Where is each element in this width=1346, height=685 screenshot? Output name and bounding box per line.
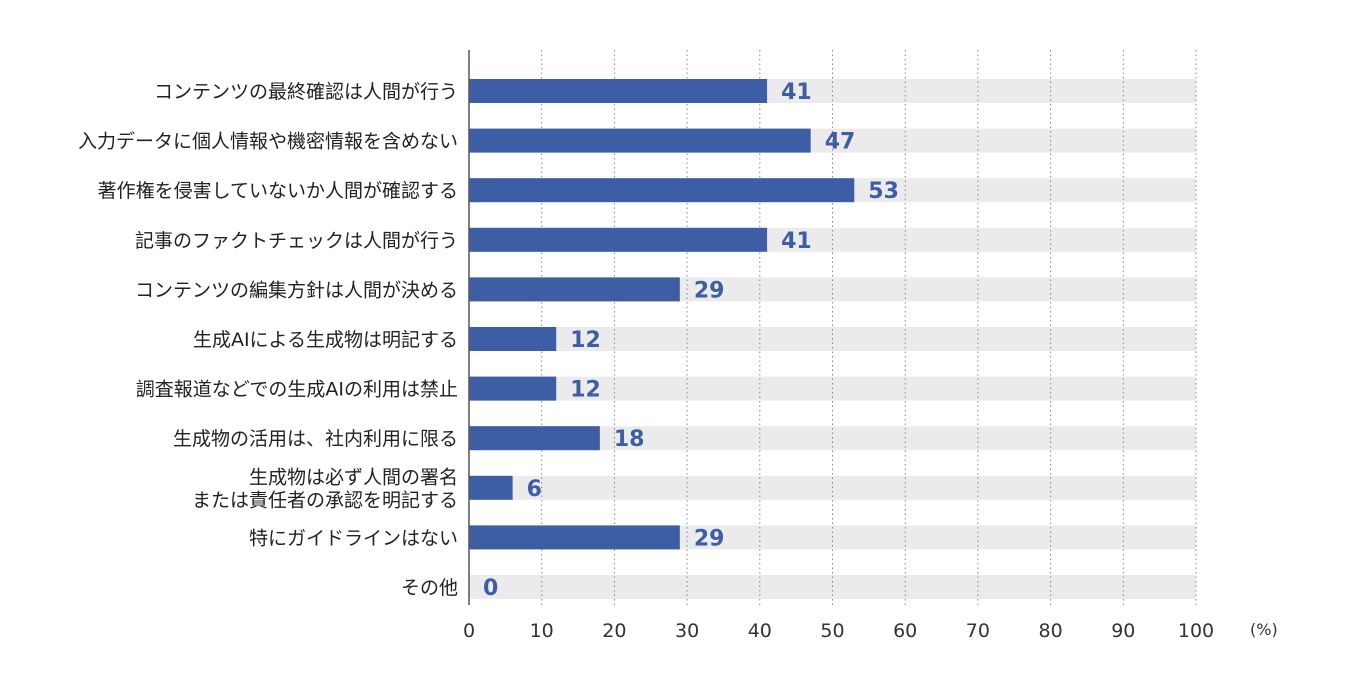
category-label: 生成AIによる生成物は明記する — [193, 329, 458, 351]
x-tick-label: 20 — [602, 620, 626, 642]
value-label: 6 — [527, 477, 542, 502]
value-labels: 41 47 53 41 29 12 12 18 6 29 0 — [483, 80, 899, 601]
category-label: 入力データに個人情報や機密情報を含めない — [78, 131, 458, 153]
x-tick-label: 30 — [675, 620, 699, 642]
x-tick-label: 50 — [820, 620, 844, 642]
x-tick-label: 40 — [748, 620, 772, 642]
bar — [469, 426, 600, 451]
category-label: 記事のファクトチェックは人間が行う — [135, 230, 458, 252]
category-label-line: コンテンツの最終確認は人間が行う — [154, 81, 458, 103]
x-tick-label: 80 — [1039, 620, 1063, 642]
value-label: 41 — [781, 229, 812, 254]
category-label: コンテンツの最終確認は人間が行う — [154, 81, 458, 103]
x-tick-label: 0 — [463, 620, 475, 642]
value-label: 53 — [868, 179, 899, 204]
x-tick-label: 70 — [966, 620, 990, 642]
category-label-line: 入力データに個人情報や機密情報を含めない — [78, 131, 458, 153]
category-label: コンテンツの編集方針は人間が決める — [135, 279, 458, 301]
bar — [469, 227, 768, 252]
category-label-line: 特にガイドラインはない — [249, 527, 458, 549]
category-label-line: 調査報道などでの生成AIの利用は禁止 — [136, 379, 458, 401]
category-label: 特にガイドラインはない — [249, 527, 458, 549]
category-label-line: 生成物は必ず人間の署名 — [249, 466, 458, 488]
value-label: 0 — [483, 576, 498, 601]
category-labels: コンテンツの最終確認は人間が行う入力データに個人情報や機密情報を含めない著作権を… — [78, 81, 458, 599]
x-axis-unit-label: (%) — [1250, 620, 1278, 639]
x-tick-label: 10 — [530, 620, 554, 642]
category-label: 著作権を侵害していないか人間が確認する — [98, 180, 458, 202]
x-tick-label: 90 — [1111, 620, 1135, 642]
category-label-line: 著作権を侵害していないか人間が確認する — [98, 180, 458, 202]
value-label: 47 — [825, 130, 856, 155]
bar — [469, 376, 557, 401]
category-label-line: 生成物の活用は、社内利用に限る — [173, 428, 458, 450]
category-label-line: 生成AIによる生成物は明記する — [193, 329, 458, 351]
value-label: 12 — [570, 328, 601, 353]
value-label: 12 — [570, 378, 601, 403]
category-label: 生成物の活用は、社内利用に限る — [173, 428, 458, 450]
bar — [469, 178, 855, 203]
value-label: 29 — [694, 278, 725, 303]
x-axis-tick-labels: 0 10 20 30 40 50 60 70 80 90 100 — [463, 620, 1214, 642]
category-label-line: または責任者の承認を明記する — [192, 489, 458, 511]
category-label: 調査報道などでの生成AIの利用は禁止 — [136, 379, 458, 401]
x-tick-label: 100 — [1178, 620, 1214, 642]
value-label: 41 — [781, 80, 812, 105]
category-label: その他 — [401, 577, 458, 599]
bar — [469, 525, 680, 550]
bar — [469, 128, 811, 153]
value-label: 18 — [614, 427, 645, 452]
bars — [469, 79, 855, 550]
bar — [469, 277, 680, 302]
value-label: 29 — [694, 526, 725, 551]
bar — [469, 475, 513, 500]
bar — [469, 327, 557, 351]
bar — [469, 79, 768, 103]
category-label-line: 記事のファクトチェックは人間が行う — [135, 230, 458, 252]
category-label-line: コンテンツの編集方針は人間が決める — [135, 279, 458, 301]
x-tick-label: 60 — [893, 620, 917, 642]
category-label: 生成物は必ず人間の署名または責任者の承認を明記する — [192, 466, 458, 511]
category-label-line: その他 — [401, 577, 458, 599]
